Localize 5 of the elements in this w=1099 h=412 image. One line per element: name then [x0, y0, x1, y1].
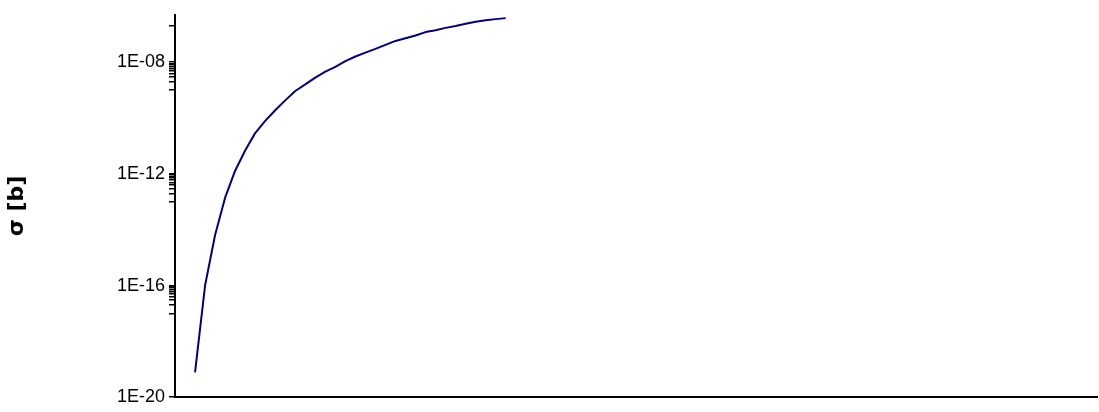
y-tick-label: 1E-08: [116, 51, 165, 72]
y-tick-label: 1E-16: [116, 274, 165, 295]
y-axis-title: σ [b]: [2, 175, 28, 237]
y-tick-label: 1E-12: [116, 162, 165, 183]
y-tick-label: 1E-20: [116, 386, 165, 407]
